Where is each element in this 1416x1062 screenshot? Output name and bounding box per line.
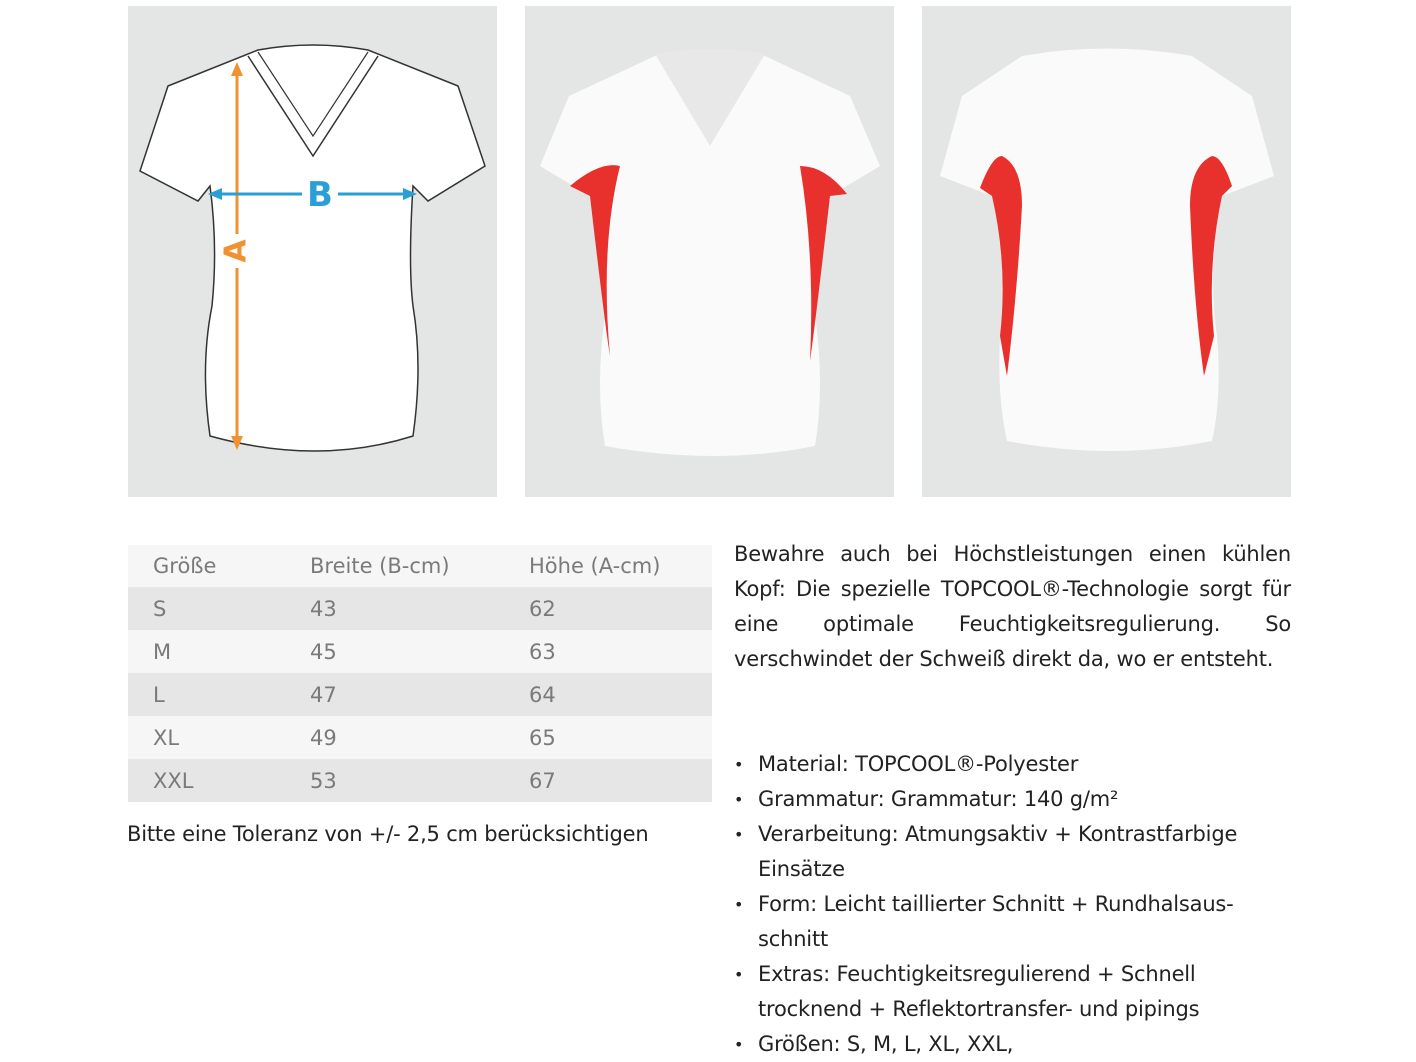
header-height: Höhe (A-cm): [504, 545, 712, 587]
shirt-front: [540, 49, 880, 456]
height-cell: 63: [504, 630, 712, 673]
height-cell: 62: [504, 587, 712, 630]
feature-extras: Extras: Feuchtigkeitsregulierend + Schne…: [734, 957, 1294, 1027]
size-cell: XL: [128, 716, 285, 759]
size-cell: M: [128, 630, 285, 673]
shirt-back: [940, 48, 1274, 451]
table-row: M 45 63: [128, 630, 712, 673]
width-cell: 47: [285, 673, 504, 716]
height-cell: 65: [504, 716, 712, 759]
size-diagram-image: A B: [128, 6, 497, 497]
height-cell: 64: [504, 673, 712, 716]
product-description: Bewahre auch bei Höchstleistungen einen …: [734, 542, 1291, 671]
shirt-outline-diagram: A B: [139, 44, 486, 452]
feature-form: Form: Leicht taillierter Schnitt + Rundh…: [734, 887, 1294, 957]
width-cell: 45: [285, 630, 504, 673]
label-a: A: [219, 239, 254, 263]
size-cell: L: [128, 673, 285, 716]
table-header-row: Größe Breite (B-cm) Höhe (A-cm): [128, 545, 712, 587]
feature-weight: Grammatur: Grammatur: 140 g/m²: [734, 782, 1294, 817]
width-cell: 43: [285, 587, 504, 630]
height-cell: 67: [504, 759, 712, 802]
table-row: XXL 53 67: [128, 759, 712, 802]
feature-sizes: Größen: S, M, L, XL, XXL,: [734, 1027, 1294, 1062]
front-view-image: [525, 6, 894, 497]
feature-material: Material: TOPCOOL®-Polyester: [734, 747, 1294, 782]
label-b: B: [307, 175, 333, 215]
header-size: Größe: [128, 545, 285, 587]
feature-processing: Verarbeitung: Atmungsaktiv + Kontrastfar…: [734, 817, 1294, 887]
width-cell: 49: [285, 716, 504, 759]
back-view-image: [922, 6, 1291, 497]
table-row: XL 49 65: [128, 716, 712, 759]
table-row: S 43 62: [128, 587, 712, 630]
feature-list: Material: TOPCOOL®-Polyester Grammatur: …: [734, 747, 1294, 1062]
tolerance-note: Bitte eine Toleranz von +/- 2,5 cm berüc…: [127, 822, 649, 846]
size-cell: S: [128, 587, 285, 630]
table-row: L 47 64: [128, 673, 712, 716]
width-cell: 53: [285, 759, 504, 802]
size-cell: XXL: [128, 759, 285, 802]
header-width: Breite (B-cm): [285, 545, 504, 587]
